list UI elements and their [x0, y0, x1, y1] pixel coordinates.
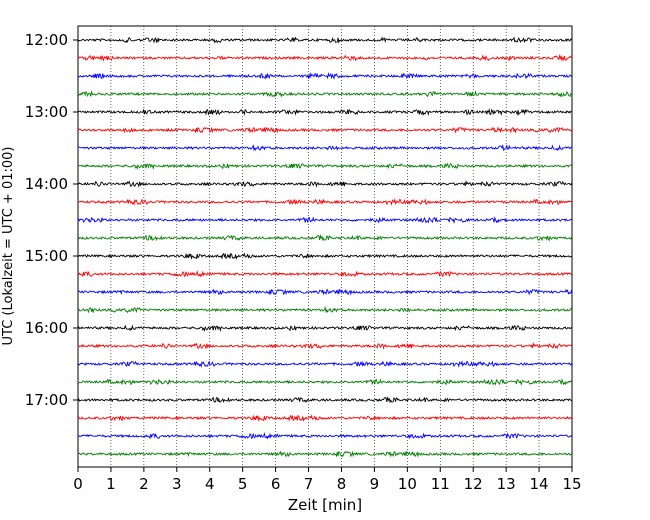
- x-tick-label: 1: [106, 475, 116, 493]
- x-tick-label: 5: [238, 475, 248, 493]
- x-tick-label: 11: [431, 475, 450, 493]
- x-tick-label: 3: [172, 475, 182, 493]
- trace-line: [77, 324, 572, 333]
- x-tick-label: 15: [562, 475, 581, 493]
- y-axis-label: UTC (Lokalzeit = UTC + 01:00): [1, 147, 16, 346]
- trace-line: [77, 395, 572, 404]
- x-axis: 0 1 2 3 4 5 6 7 8 9 10 11 12 13 14 15: [73, 467, 582, 493]
- x-tick-label: 4: [205, 475, 215, 493]
- trace-line: [77, 90, 572, 98]
- x-tick-label: 13: [497, 475, 516, 493]
- seismic-traces: [77, 36, 573, 458]
- trace-line: [77, 36, 572, 44]
- trace-line: [77, 288, 573, 296]
- trace-line: [77, 108, 572, 117]
- y-tick-label: 12:00: [25, 31, 68, 49]
- trace-line: [77, 198, 572, 206]
- x-tick-label: 6: [271, 475, 281, 493]
- y-axis: 12:00 13:00 14:00 15:00 16:00 17:00: [25, 31, 78, 409]
- trace-line: [77, 126, 572, 134]
- trace-line: [77, 360, 573, 368]
- trace-line: [77, 377, 572, 387]
- trace-line: [77, 233, 573, 242]
- trace-line: [77, 252, 572, 261]
- plot-area: [77, 25, 573, 468]
- trace-line: [77, 215, 572, 225]
- trace-line: [77, 450, 572, 458]
- y-tick-label: 15:00: [25, 247, 68, 265]
- x-tick-label: 0: [73, 475, 83, 493]
- x-tick-label: 8: [337, 475, 347, 493]
- x-tick-label: 2: [139, 475, 149, 493]
- trace-line: [77, 71, 572, 80]
- trace-line: [77, 431, 572, 440]
- trace-line: [77, 179, 573, 188]
- trace-line: [77, 306, 572, 314]
- x-axis-label: Zeit [min]: [288, 496, 362, 514]
- trace-line: [77, 162, 572, 171]
- trace-line: [77, 341, 572, 350]
- y-tick-label: 17:00: [25, 391, 68, 409]
- trace-line: [77, 269, 572, 278]
- trace-line: [77, 414, 572, 423]
- x-tick-label: 7: [304, 475, 314, 493]
- trace-line: [77, 144, 572, 152]
- y-tick-label: 13:00: [25, 103, 68, 121]
- x-tick-label: 14: [530, 475, 549, 493]
- y-tick-label: 16:00: [25, 319, 68, 337]
- x-tick-label: 12: [464, 475, 483, 493]
- x-tick-label: 10: [398, 475, 417, 493]
- trace-line: [77, 54, 572, 62]
- x-tick-label: 9: [370, 475, 380, 493]
- y-tick-label: 14:00: [25, 175, 68, 193]
